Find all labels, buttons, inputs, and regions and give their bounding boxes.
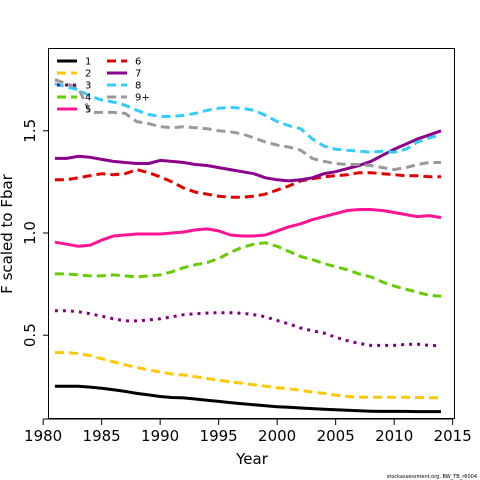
x-tick-label: 1980: [24, 427, 62, 445]
legend-label-6: 6: [135, 57, 141, 68]
series-lines: [54, 78, 442, 414]
x-tick-label: 1995: [200, 427, 238, 445]
series-line-5: [54, 208, 442, 248]
x-tick-label: 1990: [141, 427, 179, 445]
series-line-4: [54, 241, 442, 298]
footnote: stockassessment.org, BW_TB_r6004: [387, 474, 477, 480]
y-tick-label: 1.5: [21, 119, 39, 143]
series-line-9plus: [54, 78, 441, 172]
series-line-6: [54, 168, 441, 199]
x-tick-label: 1985: [83, 427, 121, 445]
legend-label-2: 2: [85, 69, 91, 80]
series-line-7: [54, 129, 442, 183]
legend-label-8: 8: [135, 81, 141, 92]
series-line-2: [54, 351, 441, 400]
y-axis: 0.5 1.0 1.5: [21, 119, 49, 347]
legend-label-3: 3: [85, 81, 91, 92]
legend-label-5: 5: [85, 105, 91, 116]
x-tick-label: 2010: [375, 427, 413, 445]
plot-frame: [48, 48, 455, 419]
series-line-8: [54, 82, 442, 154]
y-tick-label: 1.0: [21, 221, 39, 245]
series-line-1: [54, 384, 441, 414]
legend-label-1: 1: [85, 57, 91, 68]
y-tick-label: 0.5: [21, 323, 39, 347]
legend-label-7: 7: [135, 69, 141, 80]
x-tick-label: 2005: [317, 427, 355, 445]
x-tick-label: 2015: [434, 427, 472, 445]
x-axis: 1980 1985 1990 1995 2000 2005 2010 2015: [24, 418, 472, 445]
y-axis-title: F scaled to Fbar: [0, 173, 16, 294]
x-axis-title: Year: [235, 450, 269, 468]
series-line-3: [54, 309, 442, 348]
x-tick-label: 2000: [258, 427, 296, 445]
legend-label-9plus: 9+: [135, 93, 150, 104]
legend-label-4: 4: [85, 93, 91, 104]
